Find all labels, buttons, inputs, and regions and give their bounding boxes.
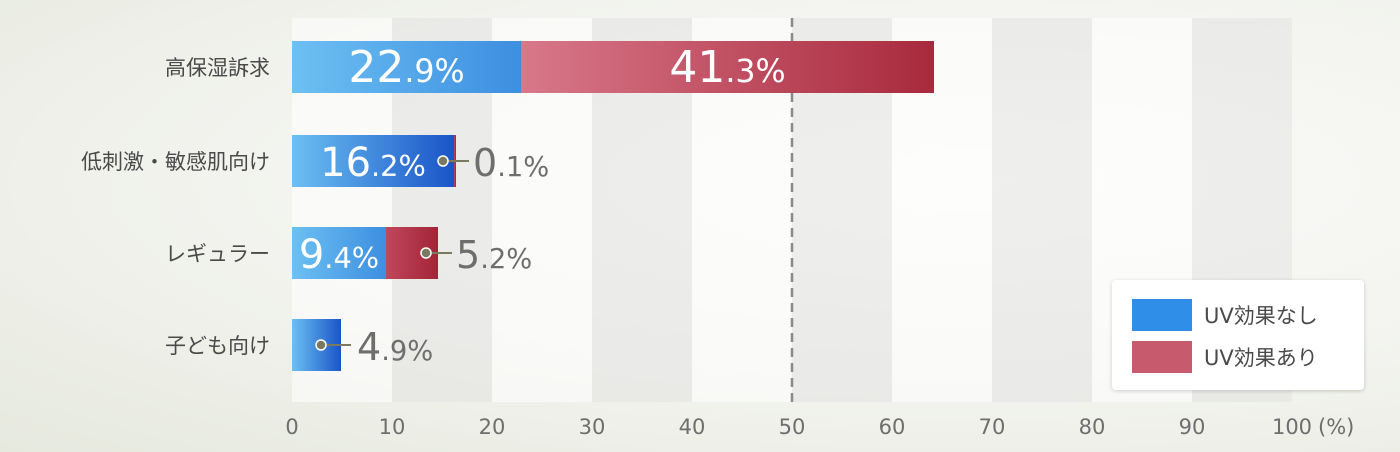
legend: UV効果なし UV効果あり [1112, 280, 1364, 390]
category-label: 子ども向け [165, 334, 270, 358]
bar-no-uv [292, 41, 521, 93]
x-tick-label: 10 [379, 415, 406, 439]
x-axis-ticks: 0 10 20 30 40 50 60 70 80 90 100 (%) [285, 415, 1354, 439]
x-tick-label: 100 [1272, 415, 1312, 439]
x-axis-unit: (%) [1318, 415, 1354, 439]
x-tick-label: 50 [779, 415, 806, 439]
legend-label-uv: UV効果あり [1204, 346, 1318, 370]
value-label-no-uv: 9.4% [299, 232, 379, 278]
legend-label-no-uv: UV効果なし [1204, 304, 1318, 328]
value-label-no-uv: 16.2% [320, 140, 426, 186]
value-label-uv: 41.3% [669, 42, 785, 93]
value-label-uv: 0.1% [473, 141, 549, 185]
value-label-no-uv: 4.9% [357, 325, 433, 369]
x-tick-label: 40 [679, 415, 706, 439]
legend-item-uv: UV効果あり [1132, 338, 1364, 376]
x-tick-label: 20 [479, 415, 506, 439]
bars [292, 41, 934, 371]
bar-no-uv [292, 135, 454, 187]
value-labels: 22.9% 41.3% 16.2% 0.1% 9.4% 5.2% 4.9% [299, 42, 786, 369]
bar-uv [521, 41, 934, 93]
x-tick-label: 0 [285, 415, 298, 439]
value-label-uv: 5.2% [456, 233, 532, 277]
legend-item-no-uv: UV効果なし [1132, 296, 1364, 334]
x-tick-label: 70 [979, 415, 1006, 439]
leader-dot [437, 155, 449, 167]
x-tick-label: 30 [579, 415, 606, 439]
legend-swatch-uv [1132, 341, 1192, 373]
x-tick-label: 60 [879, 415, 906, 439]
x-tick-label: 80 [1079, 415, 1106, 439]
category-label: 高保湿訴求 [165, 56, 270, 80]
bar-no-uv [292, 227, 386, 279]
legend-swatch-no-uv [1132, 299, 1192, 331]
x-tick-label: 90 [1179, 415, 1206, 439]
value-label-no-uv: 22.9% [348, 42, 464, 93]
grid-band [992, 18, 1092, 402]
category-label: レギュラー [165, 242, 270, 266]
leader-dot [315, 339, 327, 351]
category-label: 低刺激・敏感肌向け [81, 150, 270, 174]
leader-dot [420, 247, 432, 259]
